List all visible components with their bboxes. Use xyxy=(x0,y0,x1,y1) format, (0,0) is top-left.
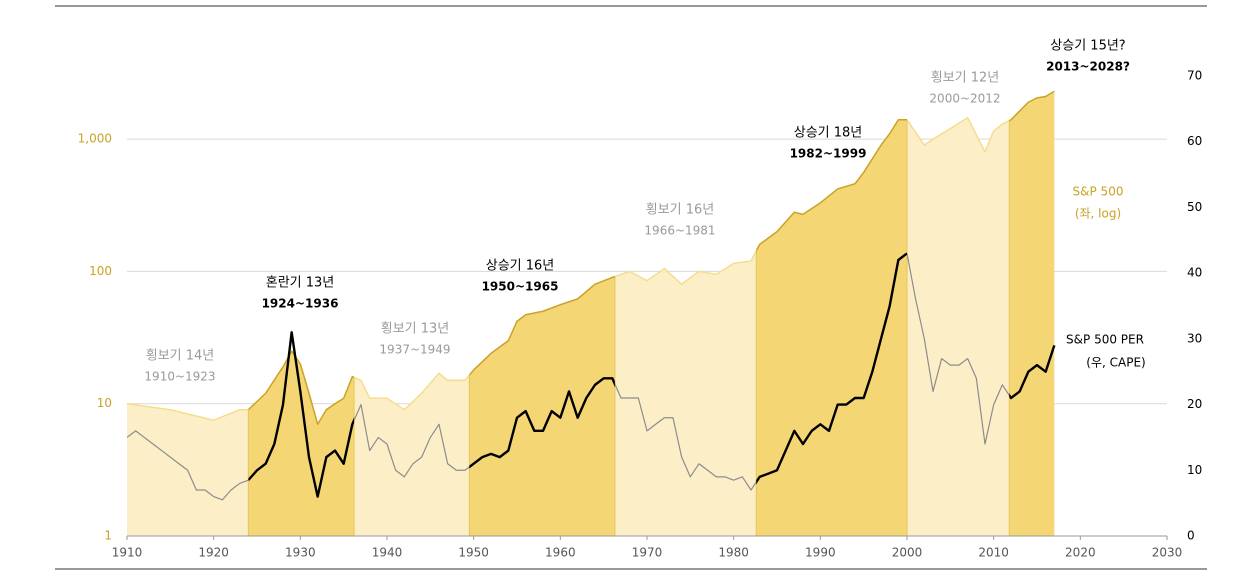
period-label: 횡보기 13년 xyxy=(381,322,450,337)
legend-note: (우, CAPE) xyxy=(1086,356,1145,370)
period-label: 횡보기 16년 xyxy=(646,203,715,218)
sp500-line xyxy=(614,249,757,285)
x-tick-label: 2010 xyxy=(978,546,1009,560)
period-years: 1950~1965 xyxy=(482,280,559,294)
period-label: 상승기 18년 xyxy=(794,126,863,141)
x-tick-label: 1960 xyxy=(545,546,576,560)
y-tick-label: 10 xyxy=(97,396,112,410)
y2-tick-label: 40 xyxy=(1187,266,1202,280)
period-label: 혼란기 13년 xyxy=(266,276,335,291)
cape-line xyxy=(248,331,355,498)
x-tick-label: 1950 xyxy=(458,546,489,560)
y2-tick-label: 50 xyxy=(1187,200,1202,214)
period-years: 1937~1949 xyxy=(379,343,450,357)
cape-line xyxy=(756,252,908,485)
period-label: 상승기 16년 xyxy=(486,259,555,274)
y-tick-label: 1 xyxy=(104,529,112,543)
cape-line xyxy=(614,382,757,491)
period-years: 1910~1923 xyxy=(144,370,215,384)
period-years: 1982~1999 xyxy=(790,147,867,161)
legend-name: S&P 500 PER xyxy=(1066,333,1144,347)
y2-tick-label: 0 xyxy=(1187,529,1195,543)
x-tick-label: 1980 xyxy=(718,546,749,560)
sp500-line xyxy=(354,372,470,411)
cape-line xyxy=(907,253,1010,445)
period-shade xyxy=(907,91,1010,536)
period-shade xyxy=(127,91,249,536)
y-tick-label: 1,000 xyxy=(78,132,112,146)
period-label: 횡보기 12년 xyxy=(931,71,1000,86)
period-shade xyxy=(354,91,470,536)
x-tick-label: 1940 xyxy=(372,546,403,560)
y2-tick-label: 60 xyxy=(1187,134,1202,148)
y2-tick-label: 10 xyxy=(1187,463,1202,477)
sp500-line xyxy=(248,350,355,425)
period-shade xyxy=(1009,91,1055,536)
x-tick-label: 1990 xyxy=(805,546,836,560)
period-shade xyxy=(756,91,907,536)
sp500-line xyxy=(127,402,249,421)
cape-line xyxy=(469,377,615,469)
period-years: 2000~2012 xyxy=(929,92,1000,106)
period-shade xyxy=(614,91,757,536)
sp500-line xyxy=(469,275,615,377)
period-years: 2013~2028? xyxy=(1046,60,1130,74)
y2-tick-label: 30 xyxy=(1187,331,1202,345)
sp500-line xyxy=(1009,90,1055,122)
cape-line xyxy=(127,430,249,501)
cape-line xyxy=(1009,345,1056,400)
x-tick-label: 1970 xyxy=(632,546,663,560)
x-tick-label: 2000 xyxy=(892,546,923,560)
period-years: 1966~1981 xyxy=(644,224,715,238)
sp500-line xyxy=(756,119,907,253)
y2-tick-label: 70 xyxy=(1187,69,1202,83)
y-tick-label: 100 xyxy=(89,264,112,278)
y2-tick-label: 20 xyxy=(1187,397,1202,411)
period-label: 상승기 15년? xyxy=(1050,39,1125,54)
sp500-line xyxy=(907,117,1010,153)
period-label: 횡보기 14년 xyxy=(146,349,215,364)
x-tick-label: 1930 xyxy=(285,546,316,560)
x-tick-label: 1910 xyxy=(112,546,143,560)
x-tick-label: 1920 xyxy=(198,546,229,560)
legend-note: (좌, log) xyxy=(1075,207,1121,221)
period-years: 1924~1936 xyxy=(262,297,339,311)
x-tick-label: 2020 xyxy=(1065,546,1096,560)
legend-name: S&P 500 xyxy=(1073,185,1124,199)
x-tick-label: 2030 xyxy=(1152,546,1183,560)
cape-line xyxy=(354,403,470,478)
